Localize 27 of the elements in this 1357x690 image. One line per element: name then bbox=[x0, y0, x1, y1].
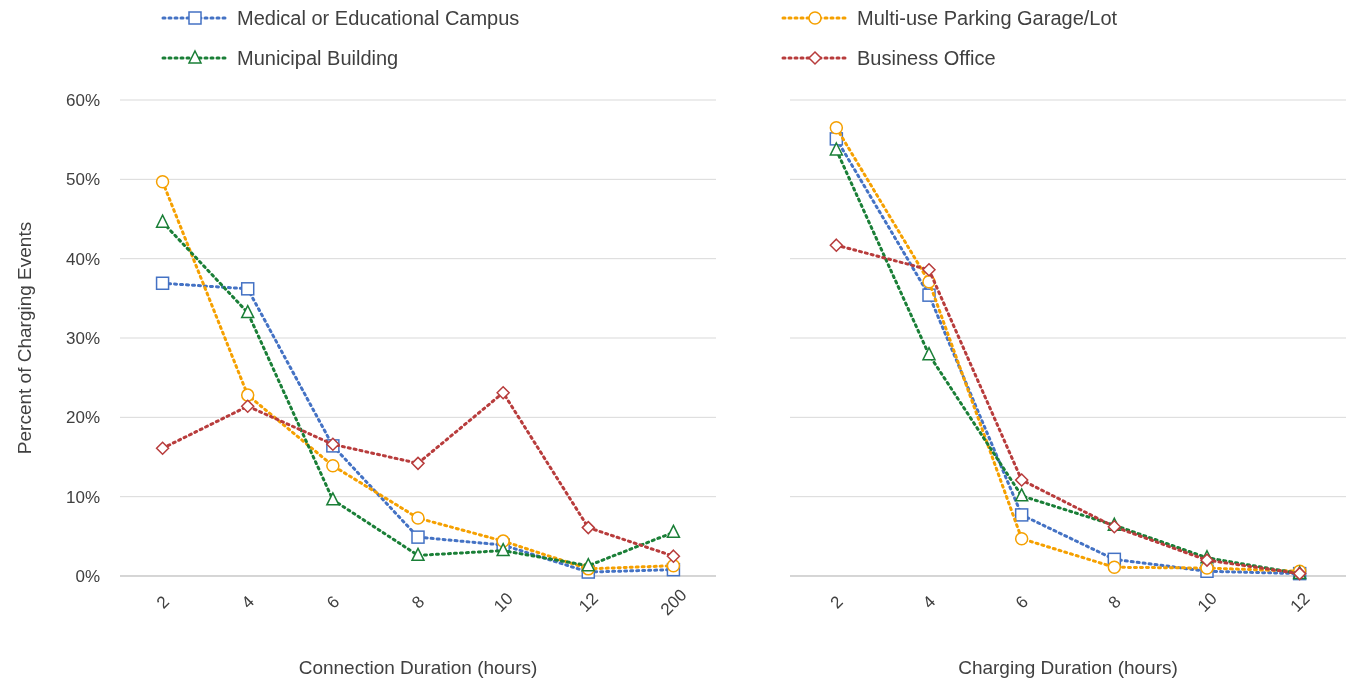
x-axis-title: Charging Duration (hours) bbox=[958, 657, 1178, 678]
x-tick-label: 200 bbox=[657, 585, 691, 620]
x-tick-label: 8 bbox=[408, 592, 429, 613]
x-tick-label: 2 bbox=[152, 592, 173, 613]
y-tick-label: 10% bbox=[65, 487, 100, 507]
y-tick-label: 20% bbox=[65, 408, 100, 428]
x-tick-label: 2 bbox=[826, 592, 847, 613]
y-axis-title: Percent of Charging Events bbox=[13, 221, 35, 455]
legend-label: Business Office bbox=[857, 47, 996, 69]
y-tick-label: 30% bbox=[65, 328, 100, 348]
x-tick-label: 10 bbox=[1193, 588, 1221, 616]
legend-label: Municipal Building bbox=[237, 47, 399, 69]
x-axis-title: Connection Duration (hours) bbox=[298, 657, 538, 678]
y-tick-label: 60% bbox=[65, 90, 100, 110]
x-tick-label: 12 bbox=[575, 588, 603, 616]
x-tick-label: 8 bbox=[1104, 592, 1125, 613]
x-tick-label: 4 bbox=[919, 592, 940, 613]
x-tick-label: 4 bbox=[237, 592, 259, 613]
y-tick-label: 40% bbox=[65, 249, 100, 269]
legend-label: Multi-use Parking Garage/Lot bbox=[857, 7, 1118, 29]
x-tick-label: 12 bbox=[1286, 588, 1314, 616]
y-tick-label: 50% bbox=[65, 170, 100, 190]
legend-label: Medical or Educational Campus bbox=[237, 7, 520, 29]
x-tick-label: 6 bbox=[323, 592, 344, 613]
y-tick-label: 0% bbox=[75, 566, 100, 586]
x-tick-label: 10 bbox=[490, 588, 517, 616]
x-tick-label: 6 bbox=[1011, 592, 1033, 613]
